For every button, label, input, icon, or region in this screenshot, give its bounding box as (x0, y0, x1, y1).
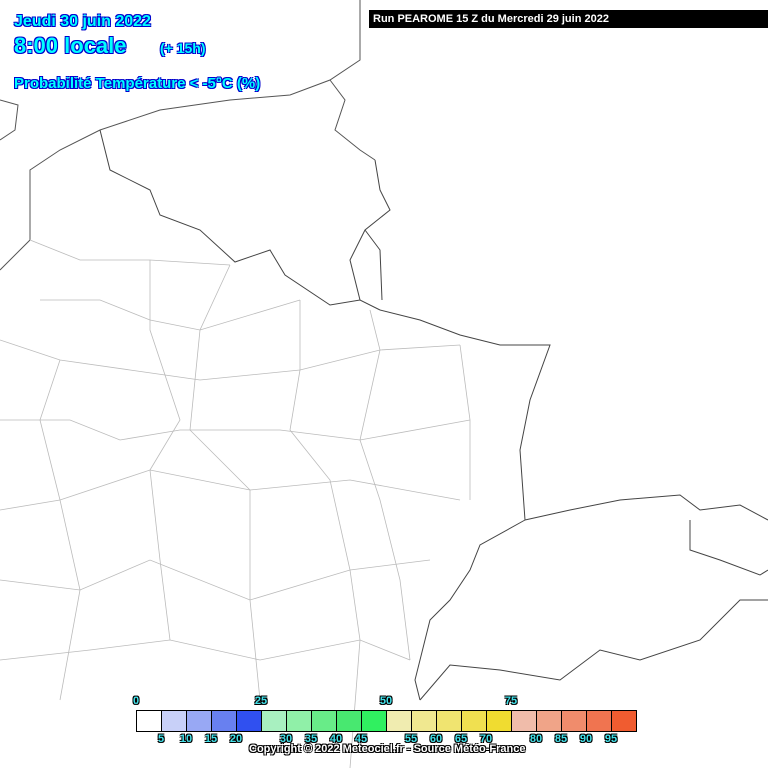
color-legend (136, 710, 637, 732)
legend-tick-lower: 55 (404, 733, 418, 745)
lead-time: (+ 15h) (160, 40, 206, 56)
border-france-switzerland (414, 519, 526, 701)
legend-swatch (612, 711, 636, 731)
legend-tick-lower: 35 (304, 733, 318, 745)
legend-tick-lower: 45 (354, 733, 368, 745)
legend-tick-lower: 85 (554, 733, 568, 745)
legend-swatch (487, 711, 512, 731)
legend-tick-lower: 65 (454, 733, 468, 745)
border-switzerland-italy (689, 520, 768, 576)
legend-swatch (187, 711, 212, 731)
legend-swatch (462, 711, 487, 731)
legend-tick-upper: 25 (254, 695, 268, 707)
legend-swatch (237, 711, 262, 731)
border-france-belgium (99, 129, 381, 311)
border-luxembourg (364, 229, 383, 301)
legend-swatch (587, 711, 612, 731)
legend-swatch (562, 711, 587, 731)
legend-tick-lower: 5 (157, 733, 165, 745)
legend-tick-lower: 95 (604, 733, 618, 745)
coastline (0, 0, 361, 271)
parameter-title: Probabilité Température < -5°C (%) (14, 75, 261, 92)
legend-tick-lower: 60 (429, 733, 443, 745)
coastline-uk (0, 99, 19, 141)
legend-swatch (262, 711, 287, 731)
border-germany-switzerland (524, 494, 768, 521)
legend-swatch (337, 711, 362, 731)
legend-tick-lower: 10 (179, 733, 193, 745)
legend-tick-lower: 90 (579, 733, 593, 745)
legend-swatch (287, 711, 312, 731)
border-italy (419, 599, 768, 701)
legend-swatch (162, 711, 187, 731)
legend-tick-lower: 30 (279, 733, 293, 745)
border-belgium-germany (349, 159, 391, 301)
legend-tick-lower: 80 (529, 733, 543, 745)
legend-tick-upper: 75 (504, 695, 518, 707)
forecast-date: Jeudi 30 juin 2022 (14, 13, 151, 30)
legend-swatch (137, 711, 162, 731)
legend-tick-lower: 20 (229, 733, 243, 745)
legend-tick-upper: 0 (132, 695, 140, 707)
legend-tick-lower: 15 (204, 733, 218, 745)
legend-swatch (537, 711, 562, 731)
legend-swatch (412, 711, 437, 731)
legend-swatch (212, 711, 237, 731)
legend-tick-lower: 40 (329, 733, 343, 745)
border-france-germany (379, 309, 551, 521)
legend-tick-lower: 70 (479, 733, 493, 745)
legend-swatch (512, 711, 537, 731)
legend-tick-upper: 50 (379, 695, 393, 707)
copyright: Copyright © 2022 Meteociel.fr - Source M… (249, 743, 526, 755)
legend-swatch (387, 711, 412, 731)
run-banner: Run PEAROME 15 Z du Mercredi 29 juin 202… (369, 10, 768, 28)
legend-swatch (362, 711, 387, 731)
legend-swatch (437, 711, 462, 731)
forecast-time: 8:00 locale (14, 33, 127, 58)
legend-swatch (312, 711, 337, 731)
coastline-netherlands (329, 79, 376, 161)
